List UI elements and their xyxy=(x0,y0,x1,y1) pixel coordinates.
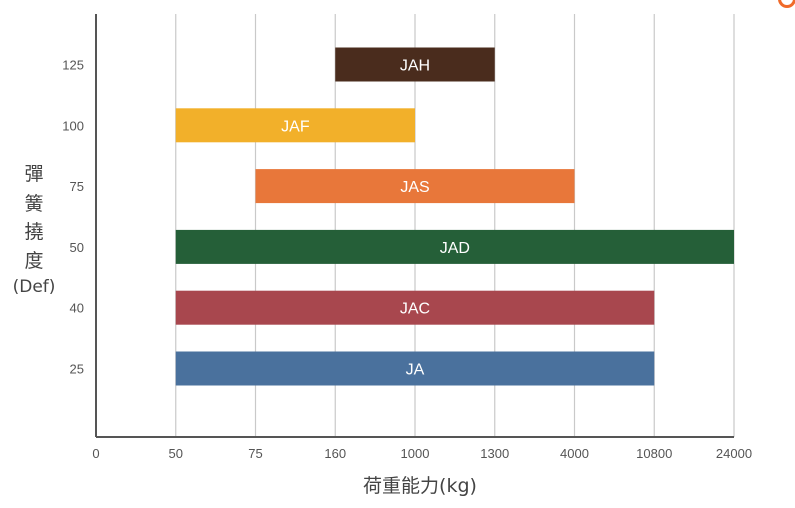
x-tick-label: 24000 xyxy=(716,446,752,461)
x-tick-label: 75 xyxy=(248,446,262,461)
y-tick-label: 125 xyxy=(62,58,84,73)
x-tick-label: 0 xyxy=(92,446,99,461)
bar-ja xyxy=(175,351,655,386)
bars: JAH JAF JAS JAD JAC JA xyxy=(175,47,734,386)
y-tick-labels: 125 100 75 50 40 25 xyxy=(62,58,84,377)
bar-jaf xyxy=(175,108,415,143)
y-axis-unit: (Def) xyxy=(13,277,56,297)
x-tick-label: 1300 xyxy=(480,446,509,461)
corner-accent xyxy=(778,0,795,8)
x-axis-title: 荷重能力(kg) xyxy=(363,475,477,497)
x-tick-labels: 0 50 75 160 1000 1300 4000 10800 24000 xyxy=(92,446,752,461)
y-axis-title-char: 度 xyxy=(24,250,43,272)
y-axis-title-char: 簧 xyxy=(24,193,43,215)
bar-label-jah: JAH xyxy=(400,58,430,75)
y-tick-label: 100 xyxy=(62,118,84,133)
x-tick-label: 4000 xyxy=(560,446,589,461)
bar-jas xyxy=(255,169,575,204)
x-tick-label: 10800 xyxy=(636,446,672,461)
bar-label-jaf: JAF xyxy=(281,118,310,135)
x-tick-label: 160 xyxy=(324,446,346,461)
bar-jad xyxy=(175,229,734,264)
y-tick-label: 25 xyxy=(70,362,84,377)
bar-label-jac: JAC xyxy=(400,301,430,318)
axes xyxy=(95,14,734,438)
x-tick-label: 50 xyxy=(169,446,183,461)
grid-lines xyxy=(175,14,735,437)
bar-label-jad: JAD xyxy=(440,240,470,257)
bar-jah xyxy=(335,47,495,82)
y-tick-label: 75 xyxy=(70,179,84,194)
y-tick-label: 50 xyxy=(70,240,84,255)
x-tick-label: 1000 xyxy=(401,446,430,461)
y-tick-label: 40 xyxy=(70,301,84,316)
bar-label-jas: JAS xyxy=(400,179,429,196)
y-axis-title-char: 撓 xyxy=(24,221,43,243)
y-axis-title-char: 彈 xyxy=(24,163,43,185)
bar-jac xyxy=(175,290,655,325)
bar-label-ja: JA xyxy=(406,362,425,379)
